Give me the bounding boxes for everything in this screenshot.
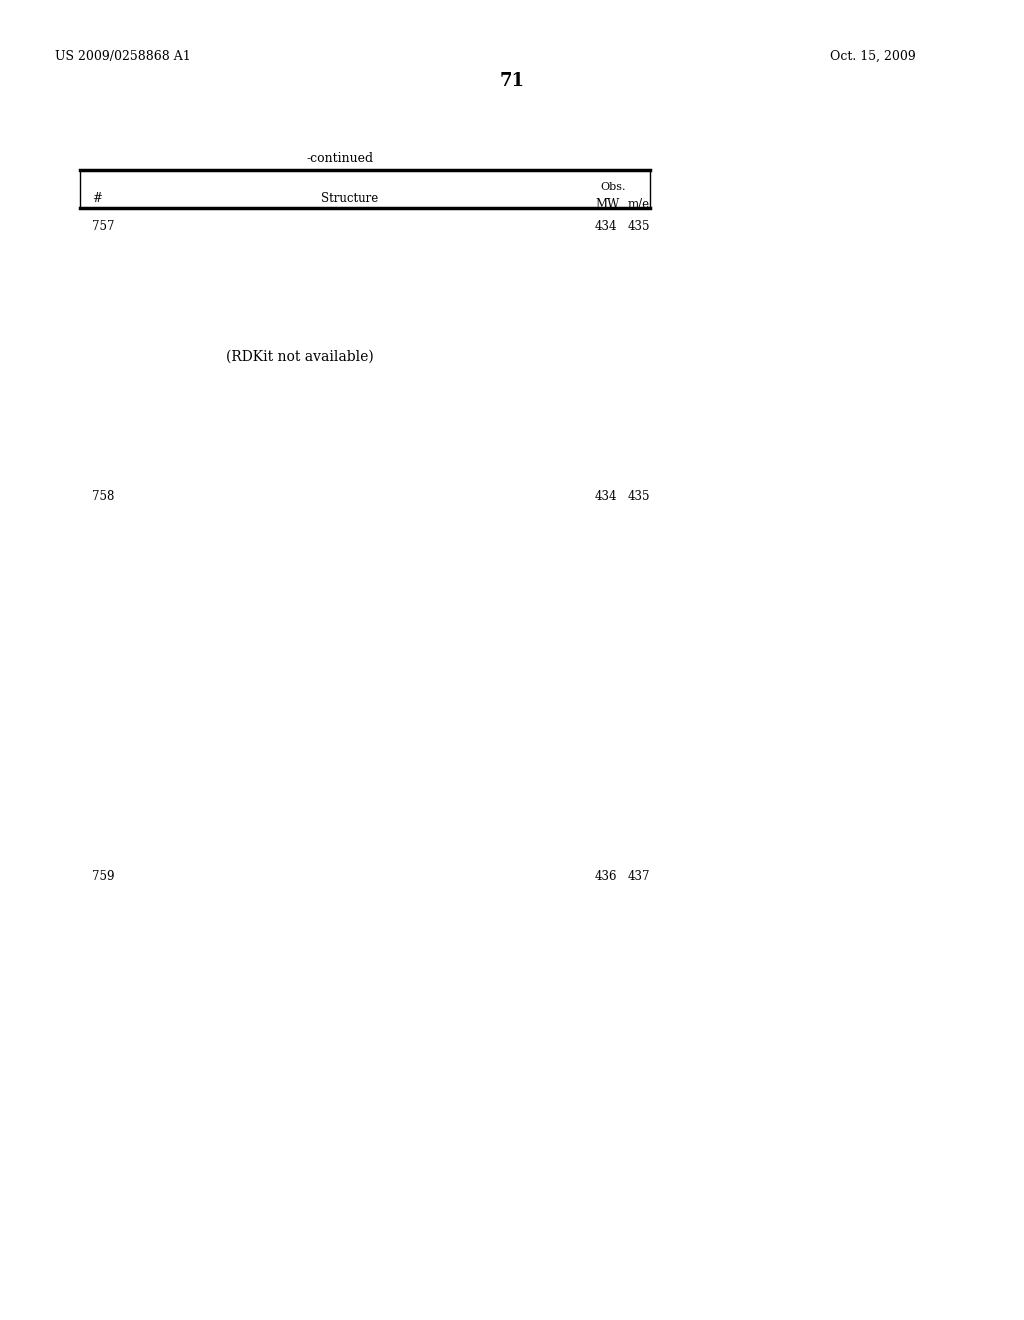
Text: Structure: Structure <box>322 191 379 205</box>
Text: 434: 434 <box>595 490 617 503</box>
Text: 758: 758 <box>92 490 115 503</box>
Text: US 2009/0258868 A1: US 2009/0258868 A1 <box>55 50 190 63</box>
Text: (RDKit not available): (RDKit not available) <box>226 350 374 364</box>
Text: 435: 435 <box>628 220 650 234</box>
Text: Obs.: Obs. <box>600 182 626 191</box>
Text: 757: 757 <box>92 220 115 234</box>
Text: MW: MW <box>595 198 620 211</box>
Text: 71: 71 <box>500 73 524 90</box>
Text: 759: 759 <box>92 870 115 883</box>
Text: 434: 434 <box>595 220 617 234</box>
Text: -continued: -continued <box>306 152 374 165</box>
Text: m/e: m/e <box>628 198 650 211</box>
Text: 437: 437 <box>628 870 650 883</box>
Text: #: # <box>92 191 101 205</box>
Text: 435: 435 <box>628 490 650 503</box>
Text: Oct. 15, 2009: Oct. 15, 2009 <box>830 50 915 63</box>
Text: 436: 436 <box>595 870 617 883</box>
